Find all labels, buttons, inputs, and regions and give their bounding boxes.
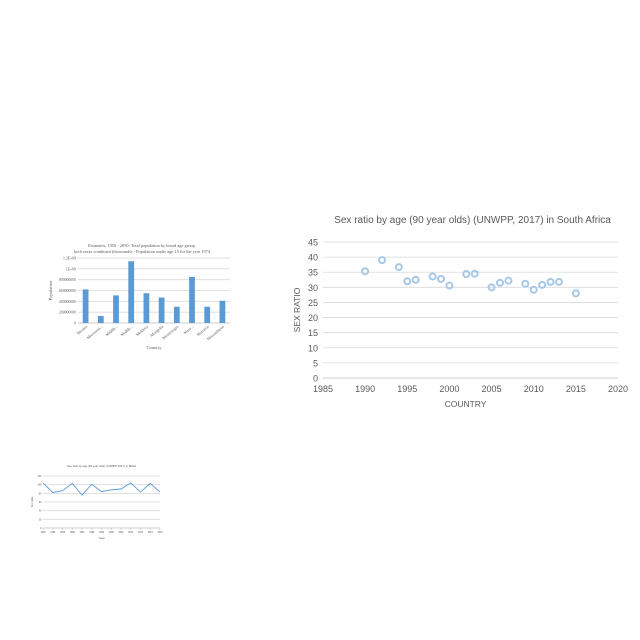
- y-tick-label: 5: [313, 358, 318, 368]
- scatter-chart-south-africa: Sex ratio by age (90 year olds) (UNWPP, …: [292, 215, 628, 409]
- data-point: [496, 278, 504, 287]
- y-tick-label: 25: [308, 298, 318, 308]
- x-tick-label: 1996: [70, 532, 76, 534]
- data-point: [504, 276, 513, 285]
- x-tick-label: Montenegro: [161, 324, 179, 340]
- chart-title: Sex ratio by age (90 year olds) (UNWPP, …: [334, 215, 611, 226]
- data-point: [571, 289, 580, 298]
- y-tick-label: 40: [308, 253, 318, 263]
- x-tick-label: 1997: [79, 532, 85, 534]
- x-tick-label: 1996: [60, 532, 66, 534]
- data-point: [546, 277, 555, 286]
- x-tick-label: 2005: [482, 384, 502, 394]
- data-point: [521, 279, 530, 288]
- x-axis-title: Country: [146, 345, 162, 350]
- x-tick-label: 1993: [40, 532, 46, 534]
- data-point: [538, 280, 547, 289]
- y-tick-label: 100: [38, 484, 43, 487]
- x-tick-label: 2000: [109, 532, 115, 534]
- x-tick-label: 2010: [524, 384, 544, 394]
- x-tick-label: 1990: [355, 384, 375, 394]
- x-tick-label: 2020: [608, 384, 628, 394]
- y-tick-label: 60: [39, 501, 42, 504]
- y-tick-label: 10: [308, 343, 318, 353]
- bar: [204, 306, 211, 323]
- data-point: [470, 269, 479, 278]
- y-axis-title: SEX RATIO: [292, 287, 302, 332]
- line-chart-bahia: Sex ratio by age (25 year olds) (UNWPP 2…: [31, 464, 163, 540]
- bar: [113, 295, 119, 323]
- x-tick-label: Mexico: [76, 324, 89, 336]
- y-tick-label: 200000000: [59, 311, 76, 315]
- y-tick-label: 0: [313, 374, 318, 384]
- data-point: [462, 270, 471, 279]
- x-tick-label: Middle...: [119, 324, 133, 337]
- y-tick-label: 1E+09: [66, 267, 76, 271]
- y-tick-label: 45: [308, 238, 318, 248]
- bar: [143, 293, 150, 323]
- bar: [158, 297, 165, 323]
- y-tick-label: 600000000: [59, 289, 76, 293]
- x-tick-label: 1999: [99, 532, 105, 534]
- x-axis-title: Years: [98, 537, 105, 540]
- data-point: [555, 277, 563, 286]
- data-point: [445, 281, 454, 290]
- chart-title: Estimates, 1950 - 2050: Total population…: [74, 243, 211, 254]
- y-tick-label: 1.2E+09: [63, 257, 76, 261]
- y-axis-title: Population: [48, 280, 53, 301]
- y-tick-label: 800000000: [59, 278, 76, 282]
- x-tick-label: Moldova: [135, 324, 149, 337]
- y-tick-label: 0: [40, 527, 42, 530]
- data-point: [487, 283, 496, 292]
- y-tick-label: 80: [39, 492, 42, 495]
- x-tick-label: 1985: [313, 384, 333, 394]
- x-tick-label: 2001: [118, 532, 124, 534]
- data-point: [394, 263, 403, 272]
- x-tick-label: 2012: [128, 532, 134, 534]
- x-tick-label: 2015: [566, 384, 586, 394]
- x-tick-label: 2000: [439, 384, 459, 394]
- data-point: [378, 256, 386, 265]
- x-tick-label: 2013: [138, 532, 144, 534]
- bar: [97, 315, 104, 323]
- y-tick-label: 35: [308, 268, 318, 278]
- bar-chart-population: Estimates, 1950 - 2050: Total population…: [48, 243, 230, 350]
- x-tick-label: More...: [182, 324, 194, 335]
- bar: [82, 289, 89, 323]
- x-tick-label: 1995: [50, 532, 56, 534]
- chart-title: Sex ratio by age (25 year olds) (UNWPP 2…: [67, 464, 136, 468]
- bar: [173, 306, 180, 323]
- data-point: [403, 277, 412, 286]
- y-axis-title: Sex Ratio: [31, 496, 34, 507]
- x-tick-label: 2014: [148, 532, 154, 534]
- bar: [219, 300, 226, 323]
- data-point: [361, 267, 370, 276]
- y-tick-label: 20: [39, 518, 42, 521]
- x-tick-label: 2015: [157, 532, 163, 534]
- data-point: [529, 285, 538, 294]
- series-line: [42, 482, 161, 496]
- y-tick-label: 40: [39, 510, 42, 513]
- y-tick-label: 30: [308, 283, 318, 293]
- x-tick-label: 1995: [397, 384, 417, 394]
- data-point: [411, 275, 420, 284]
- x-tick-label: Micronesi...: [86, 324, 104, 340]
- y-tick-label: 400000000: [59, 300, 76, 304]
- x-tick-label: 1998: [89, 532, 95, 534]
- y-tick-label: 120: [38, 475, 43, 478]
- y-tick-label: 20: [308, 313, 318, 323]
- y-tick-label: 15: [308, 328, 318, 338]
- x-axis-title: COUNTRY: [445, 399, 487, 409]
- x-tick-label: Middle...: [104, 324, 118, 337]
- data-point: [437, 274, 445, 283]
- y-tick-label: 0: [74, 322, 76, 326]
- data-point: [428, 272, 437, 281]
- bar: [128, 261, 135, 323]
- bar: [189, 276, 195, 323]
